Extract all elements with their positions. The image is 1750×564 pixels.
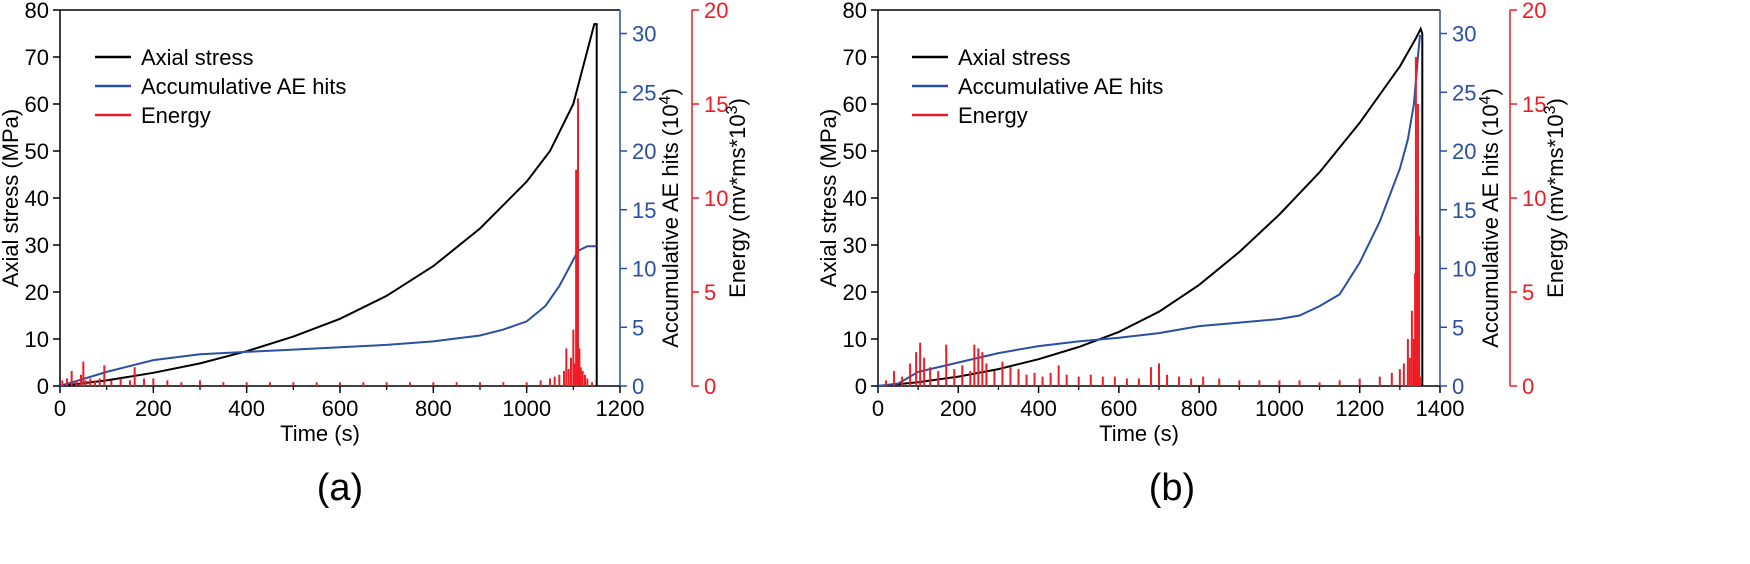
- series-axial-stress-line: [59, 23, 598, 387]
- y-right2-axis-label: Energy (mv*ms*103): [1542, 98, 1569, 298]
- y-left-tick-label: 60: [843, 92, 867, 117]
- legend: Axial stress Accumulative AE hits Energy: [95, 45, 346, 128]
- series-ae-hits-line: [59, 245, 597, 387]
- x-tick-label: 0: [54, 396, 66, 421]
- y-left-tick-label: 40: [843, 186, 867, 211]
- y-left-tick-label: 80: [25, 0, 49, 23]
- y-right1-tick-label: 20: [632, 139, 656, 164]
- legend-entry: Accumulative AE hits: [958, 74, 1163, 99]
- y-right2-tick-label: 20: [704, 0, 728, 23]
- y-right2-tick-label: 10: [1522, 186, 1546, 211]
- y-left-tick-label: 20: [25, 280, 49, 305]
- series-axial-stress-line: [877, 26, 1424, 387]
- x-tick-label: 200: [135, 396, 172, 421]
- y-right1-tick-label: 30: [632, 22, 656, 47]
- y-right2-tick-label: 15: [1522, 92, 1546, 117]
- y-right1-tick-label: 10: [632, 257, 656, 282]
- y-right2-tick-label: 5: [704, 280, 716, 305]
- y-right1-tick-label: 5: [632, 315, 644, 340]
- x-tick-label: 600: [1100, 396, 1137, 421]
- y-right1-axis-label: Accumulative AE hits (104): [657, 88, 684, 348]
- legend: Axial stress Accumulative AE hits Energy: [912, 45, 1163, 128]
- panel-label: (a): [317, 467, 363, 509]
- y-left-axis-label: Axial stress (MPa): [816, 109, 841, 287]
- series-energy: [61, 98, 593, 386]
- x-tick-label: 1200: [1335, 396, 1384, 421]
- y-right2-tick-label: 10: [704, 186, 728, 211]
- y-left-axis-label: Axial stress (MPa): [0, 109, 23, 287]
- y-right1-tick-label: 20: [1452, 139, 1476, 164]
- y-right1-tick-label: 15: [1452, 198, 1476, 223]
- y-right1-tick-label: 25: [632, 80, 656, 105]
- y-right2-tick-label: 0: [704, 374, 716, 399]
- x-tick-label: 200: [940, 396, 977, 421]
- x-tick-label: 1000: [1255, 396, 1304, 421]
- y-left-tick-label: 10: [25, 327, 49, 352]
- y-right2-tick-label: 0: [1522, 374, 1534, 399]
- y-right1-tick-label: 25: [1452, 80, 1476, 105]
- x-axis-label: Time (s): [280, 421, 360, 446]
- y-right2-tick-label: 20: [1522, 0, 1546, 23]
- y-right2-tick-label: 5: [1522, 280, 1534, 305]
- x-tick-label: 800: [1181, 396, 1218, 421]
- legend-entry: Accumulative AE hits: [141, 74, 346, 99]
- y-right2-tick-label: 15: [704, 92, 728, 117]
- y-left-tick-label: 20: [843, 280, 867, 305]
- y-left-tick-label: 80: [843, 0, 867, 23]
- panel-label: (b): [1149, 467, 1195, 509]
- x-tick-label: 400: [1020, 396, 1057, 421]
- series-ae-hits-line: [877, 34, 1423, 387]
- y-right1-tick-label: 0: [1452, 374, 1464, 399]
- legend-entry: Axial stress: [141, 45, 253, 70]
- legend-entry: Axial stress: [958, 45, 1070, 70]
- y-right1-tick-label: 15: [632, 198, 656, 223]
- x-tick-label: 1000: [502, 396, 551, 421]
- x-tick-label: 1200: [596, 396, 645, 421]
- x-axis-label: Time (s): [1099, 421, 1179, 446]
- x-tick-label: 1400: [1416, 396, 1465, 421]
- y-left-tick-label: 10: [843, 327, 867, 352]
- x-tick-label: 800: [415, 396, 452, 421]
- legend-entry: Energy: [141, 103, 211, 128]
- y-left-tick-label: 50: [843, 139, 867, 164]
- x-tick-label: 0: [872, 396, 884, 421]
- legend-entry: Energy: [958, 103, 1028, 128]
- y-right1-tick-label: 5: [1452, 315, 1464, 340]
- y-left-tick-label: 50: [25, 139, 49, 164]
- x-tick-label: 600: [322, 396, 359, 421]
- y-left-tick-label: 70: [843, 45, 867, 70]
- y-left-tick-label: 40: [25, 186, 49, 211]
- y-right1-tick-label: 10: [1452, 257, 1476, 282]
- y-left-tick-label: 70: [25, 45, 49, 70]
- y-left-tick-label: 30: [843, 233, 867, 258]
- series-energy: [885, 57, 1421, 386]
- y-right2-axis-label: Energy (mv*ms*103): [724, 98, 751, 298]
- y-left-tick-label: 0: [855, 374, 867, 399]
- y-right1-tick-label: 0: [632, 374, 644, 399]
- y-right1-axis-label: Accumulative AE hits (104): [1477, 88, 1504, 348]
- y-left-tick-label: 30: [25, 233, 49, 258]
- y-left-tick-label: 0: [37, 374, 49, 399]
- y-left-tick-label: 60: [25, 92, 49, 117]
- y-right1-tick-label: 30: [1452, 22, 1476, 47]
- x-tick-label: 400: [228, 396, 265, 421]
